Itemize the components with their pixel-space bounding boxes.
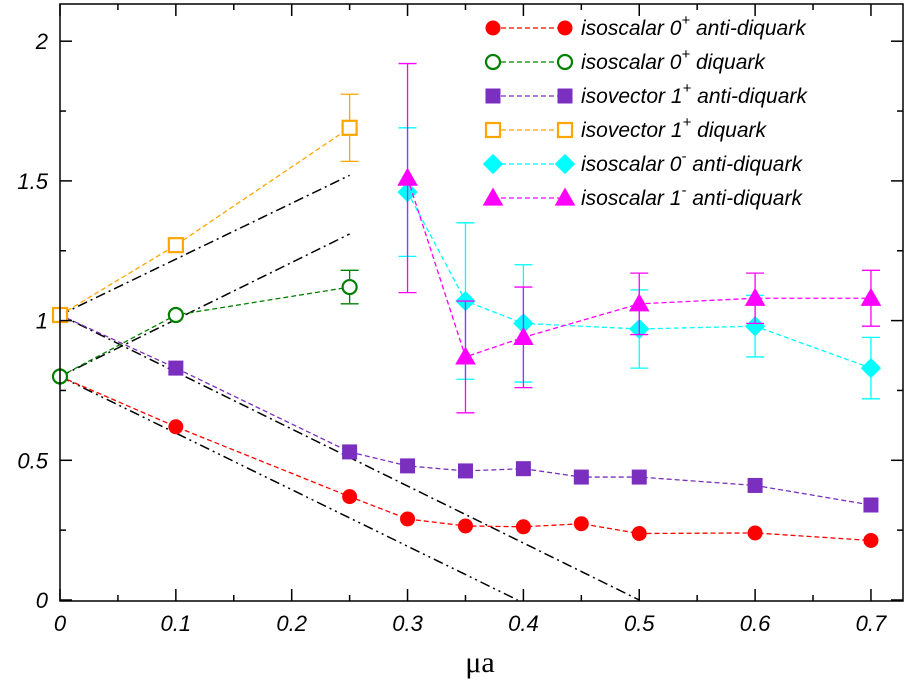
x-tick-label: 0.4 <box>508 611 539 636</box>
legend-item-1: isoscalar 0+ anti-diquark <box>485 12 807 40</box>
data-point <box>631 526 647 542</box>
legend-marker <box>484 53 502 71</box>
data-point <box>747 525 763 541</box>
data-point <box>744 287 766 306</box>
data-point <box>457 463 473 479</box>
x-tick-label: 0.5 <box>624 611 655 636</box>
legend-marker <box>554 153 576 175</box>
data-point <box>515 519 531 535</box>
legend-marker <box>484 121 502 139</box>
reference-line <box>59 233 350 378</box>
y-tick-label: 0 <box>36 588 49 613</box>
data-point <box>457 518 473 534</box>
legend-item-4: isovector 1+ diquark <box>484 114 768 142</box>
data-point <box>628 293 650 312</box>
data-point <box>860 287 882 306</box>
data-point <box>397 167 418 186</box>
series-line <box>59 127 350 316</box>
legend-label: isoscalar 0- anti-diquark <box>581 148 803 176</box>
series-4 <box>51 93 359 324</box>
data-point <box>168 419 184 435</box>
axes-layer: 0 0.1 0.2 0.3 0.4 0.5 0.6 0.7 0 0.5 1 1.5 2 <box>17 4 903 636</box>
x-tick-label: 0.7 <box>856 611 887 636</box>
series-line <box>406 177 871 358</box>
legend-label: isoscalar 0+ diquark <box>581 46 766 74</box>
legend-item-6: isoscalar 1- anti-diquark <box>482 182 803 210</box>
data-point <box>631 469 647 485</box>
legend-marker <box>557 20 573 36</box>
y-tick-label: 2 <box>35 29 48 54</box>
series-line <box>59 314 872 506</box>
x-tick-label: 0.1 <box>161 611 192 636</box>
series-6 <box>397 62 882 414</box>
legend-marker <box>482 153 504 175</box>
x-tick-label: 0.2 <box>276 611 307 636</box>
x-tick-label: 0.3 <box>392 611 423 636</box>
data-point <box>342 489 358 505</box>
legend: isoscalar 0+ anti-diquark isoscalar 0+ di… <box>482 12 808 210</box>
series-1 <box>52 368 879 548</box>
series-line <box>59 286 350 378</box>
legend-marker <box>485 20 501 36</box>
legend-item-2: isoscalar 0+ diquark <box>484 46 766 74</box>
legend-label: isoscalar 0+ anti-diquark <box>581 12 807 40</box>
y-tick-label: 1 <box>36 309 48 334</box>
legend-item-3: isovector 1+ anti-diquark <box>485 80 808 108</box>
reference-lines <box>59 174 640 601</box>
y-tick-label: 1.5 <box>17 169 48 194</box>
data-point <box>342 444 358 460</box>
data-point <box>341 278 358 296</box>
data-point <box>863 497 879 513</box>
data-point <box>455 346 476 365</box>
legend-marker <box>554 187 576 206</box>
series-line <box>59 375 871 542</box>
data-point <box>515 461 531 477</box>
data-point <box>400 458 416 474</box>
x-axis-title: μa <box>465 646 494 679</box>
data-point <box>573 516 589 532</box>
legend-marker <box>485 88 501 104</box>
legend-marker <box>556 53 574 71</box>
legend-marker <box>482 187 504 206</box>
legend-label: isoscalar 1- anti-diquark <box>581 182 803 210</box>
data-point <box>167 237 184 254</box>
data-point <box>860 357 882 379</box>
reference-line <box>59 375 518 601</box>
series-line <box>406 191 872 369</box>
legend-label: isovector 1+ anti-diquark <box>581 80 808 108</box>
y-tick-label: 0.5 <box>17 448 48 473</box>
data-point <box>747 477 763 493</box>
series-2 <box>51 269 359 385</box>
legend-label: isovector 1+ diquark <box>581 114 768 142</box>
legend-marker <box>557 88 573 104</box>
data-point <box>341 119 358 136</box>
data-point <box>168 360 184 376</box>
x-tick-label: 0.6 <box>740 611 771 636</box>
data-point <box>400 511 416 527</box>
data-point <box>573 469 589 485</box>
data-point <box>513 326 534 345</box>
data-point <box>167 306 184 324</box>
legend-marker <box>556 121 574 139</box>
series-layer <box>51 62 882 548</box>
x-tick-label: 0 <box>54 611 67 636</box>
plot-frame <box>59 3 904 602</box>
legend-item-5: isoscalar 0- anti-diquark <box>482 148 803 176</box>
reference-line <box>59 174 350 316</box>
data-point <box>863 532 879 548</box>
